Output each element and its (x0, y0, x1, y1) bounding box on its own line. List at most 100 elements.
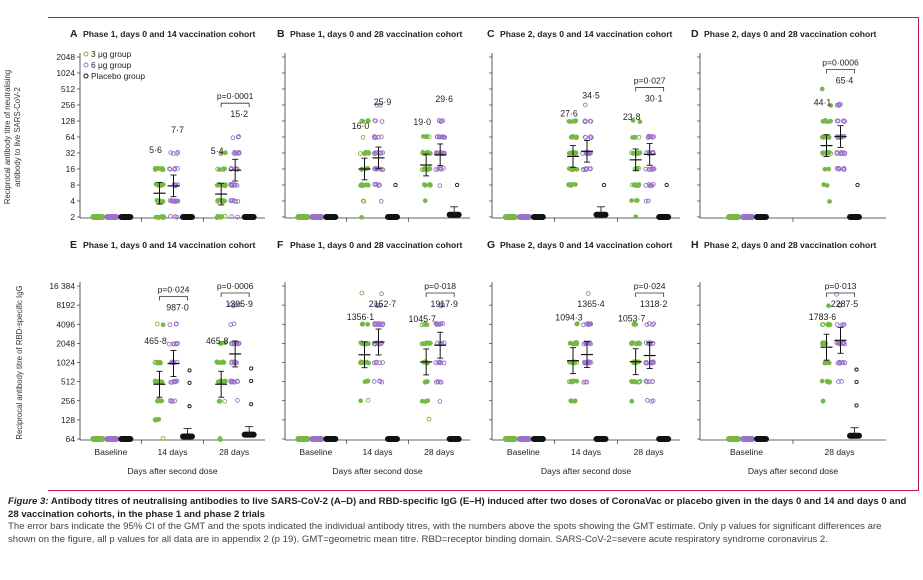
panel-letter: H (691, 239, 699, 251)
baseline-points (309, 214, 325, 220)
data-point (222, 198, 227, 204)
data-point (636, 134, 642, 140)
data-point (231, 360, 237, 365)
data-point (231, 150, 237, 156)
data-point (854, 380, 859, 385)
y-tick-label: 4 (70, 196, 75, 206)
gmt-label: 1395·9 (225, 299, 252, 309)
data-point (834, 322, 840, 327)
data-point (633, 150, 639, 155)
data-point (379, 134, 384, 140)
data-point (566, 182, 572, 188)
data-point (583, 166, 589, 172)
data-point (438, 379, 444, 385)
x-tick-label: Baseline (94, 447, 127, 457)
baseline-points (656, 214, 672, 220)
baseline-points (385, 436, 400, 442)
panel-c: C Phase 2, days 0 and 14 vaccination coho… (487, 28, 680, 222)
data-point (380, 150, 386, 156)
data-point (373, 321, 379, 327)
data-point (826, 303, 831, 309)
data-point (421, 322, 427, 327)
data-point (215, 379, 221, 385)
legend-marker (83, 62, 89, 68)
data-point (373, 135, 378, 141)
data-point (365, 321, 371, 327)
data-point (836, 166, 842, 172)
data-point (827, 199, 832, 204)
panel-title: Phase 1, days 0 and 28 vaccination cohor… (290, 29, 463, 39)
data-point (427, 166, 433, 172)
baseline-points (847, 214, 862, 220)
panel-a: A Phase 1, days 0 and 14 vaccination coho… (3, 28, 265, 222)
data-point (364, 379, 370, 384)
gmt-label: 29·6 (435, 94, 453, 104)
data-point (636, 340, 642, 346)
gmt-label: 5·6 (149, 145, 162, 155)
data-point (221, 360, 227, 365)
data-point (234, 183, 240, 188)
panel-title: Phase 1, days 0 and 14 vaccination cohor… (83, 29, 256, 39)
data-point (826, 166, 832, 172)
baseline-points (104, 214, 120, 220)
gmt-label: 1045·7 (408, 314, 435, 324)
gmt-label: 65·4 (836, 76, 854, 86)
data-point (841, 167, 847, 172)
data-point (360, 321, 365, 327)
gmt-label: 30·1 (645, 93, 663, 103)
data-point (573, 182, 578, 187)
gmt-label: 25·9 (374, 97, 392, 107)
p-value-label: p=0·013 (825, 281, 857, 291)
data-point (231, 379, 237, 385)
data-point (834, 291, 840, 297)
data-point (229, 214, 235, 219)
y-axis-label-line: antibody to live SARS-CoV-2 (13, 87, 22, 187)
data-point (648, 182, 654, 188)
panel-title: Phase 2, days 0 and 14 vaccination cohor… (500, 240, 673, 250)
y-tick-label: 2048 (56, 338, 75, 348)
data-point (646, 321, 652, 326)
panel-f: F Phase 1, days 0 and 28 vaccination coho… (277, 239, 470, 476)
panel-letter: B (277, 28, 285, 40)
data-point (574, 167, 580, 172)
y-tick-label: 512 (61, 84, 75, 94)
baseline-points (446, 436, 462, 442)
data-point (215, 198, 221, 203)
data-point (589, 135, 594, 140)
data-point (632, 182, 638, 187)
data-point (841, 322, 846, 328)
y-axis-label: Reciprocal antibody titre of neutralisin… (3, 70, 22, 204)
data-point (221, 183, 227, 188)
data-point (422, 198, 428, 204)
data-point (158, 214, 164, 220)
data-point (160, 322, 166, 328)
data-point (646, 134, 652, 139)
data-point (834, 150, 840, 155)
data-point (837, 302, 843, 308)
data-point (664, 182, 669, 188)
data-point (629, 150, 634, 156)
gmt-label: 2152·7 (369, 299, 396, 309)
data-point (841, 340, 846, 346)
data-point (826, 135, 832, 140)
y-tick-label: 64 (66, 132, 76, 142)
baseline-points (295, 436, 311, 442)
data-point (168, 150, 174, 155)
data-point (377, 303, 383, 308)
data-point (423, 341, 428, 346)
gmt-label: 27·6 (560, 108, 578, 118)
gmt-label: 1783·6 (809, 312, 836, 322)
data-point (172, 398, 178, 404)
data-point (371, 134, 377, 139)
data-point (360, 134, 366, 140)
x-axis-label: Days after second dose (332, 466, 423, 476)
data-point (585, 150, 591, 155)
data-point (235, 214, 240, 220)
data-point (365, 118, 371, 124)
p-value-bracket (635, 87, 665, 92)
y-tick-label: 16 384 (49, 281, 75, 291)
gmt-label: 987·0 (166, 303, 189, 313)
data-point (393, 182, 398, 188)
data-point (824, 378, 830, 384)
baseline-points (530, 214, 546, 220)
